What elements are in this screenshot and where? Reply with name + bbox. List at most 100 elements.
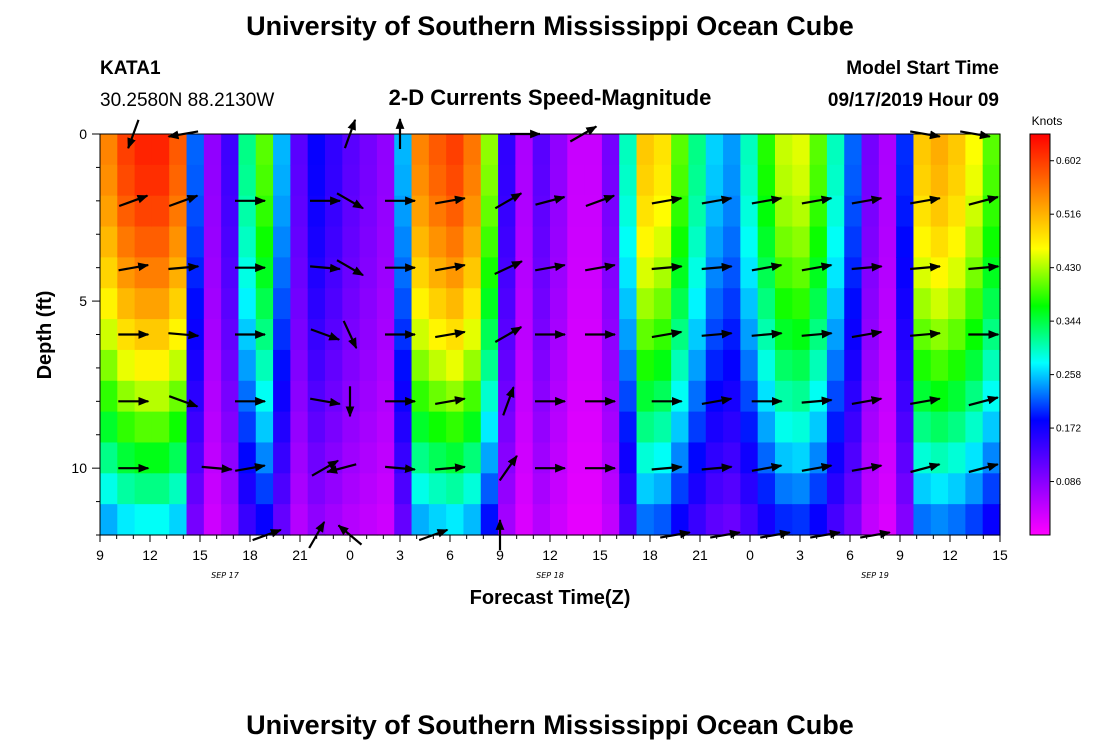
heatmap-cell [775, 473, 793, 505]
x-tick-label: 15 [592, 547, 608, 563]
heatmap-cell [619, 380, 638, 413]
y-tick-label: 5 [79, 293, 87, 309]
heatmap-cell [913, 411, 932, 444]
heatmap-cell [290, 257, 309, 289]
heatmap-cell [325, 380, 343, 413]
current-vector [801, 329, 833, 339]
heatmap-cell [255, 257, 274, 289]
heatmap-cell [151, 134, 170, 166]
heatmap-cell [740, 195, 759, 228]
heatmap-cell [896, 226, 915, 258]
heatmap-cell [740, 380, 759, 413]
heatmap-cell [480, 504, 499, 536]
heatmap-cell [567, 473, 586, 505]
heatmap-cell [757, 134, 776, 166]
y-axis: 0 5 10 [71, 126, 100, 536]
heatmap-cell [498, 349, 516, 382]
heatmap-cell [169, 257, 188, 289]
heatmap-cell [498, 164, 516, 197]
heatmap-cell [515, 349, 534, 382]
heatmap-cell [428, 226, 447, 258]
heatmap-cell [117, 442, 136, 474]
current-vector [336, 192, 364, 210]
heatmap-cell [896, 411, 915, 444]
heatmap-cell [273, 319, 291, 351]
heatmap-cell [688, 164, 707, 197]
heatmap-cell [186, 288, 205, 320]
heatmap-cell [255, 442, 274, 474]
heatmap-cell [601, 411, 620, 444]
heatmap-cell [100, 473, 118, 505]
x-tick-label: 0 [746, 547, 754, 563]
heatmap-cell [376, 195, 395, 228]
heatmap-cell [653, 195, 672, 228]
heatmap-cell [394, 473, 413, 505]
heatmap-cell [446, 411, 465, 444]
colorbar-label: 0.172 [1056, 424, 1081, 435]
heatmap-cell [636, 504, 655, 536]
heatmap-cell [100, 134, 118, 166]
heatmap-cell [532, 164, 551, 197]
heatmap-cell [515, 164, 534, 197]
heatmap-cell [688, 504, 707, 536]
heatmap-cell [601, 134, 620, 166]
x-tick-label: 9 [496, 547, 504, 563]
heatmap-cell [653, 473, 672, 505]
heatmap-cell [653, 380, 672, 413]
heatmap-cell [567, 288, 586, 320]
current-vector [701, 195, 733, 205]
current-vector [585, 262, 616, 272]
heatmap-cell [480, 257, 499, 289]
heatmap-cell [948, 195, 966, 228]
heatmap-cell [186, 226, 205, 258]
colorbar-label: 0.430 [1056, 263, 1081, 274]
heatmap-cell [567, 195, 586, 228]
heatmap-cell [671, 442, 690, 474]
heatmap-cell [844, 288, 863, 320]
heatmap-cell [359, 504, 378, 536]
heatmap-cell [411, 442, 430, 474]
heatmap-cell [671, 473, 690, 505]
heatmap-cell [688, 319, 707, 351]
heatmap-cell [463, 380, 482, 413]
x-tick-label: 0 [346, 547, 354, 563]
heatmap-cell [290, 473, 309, 505]
heatmap-cell [238, 195, 257, 228]
heatmap-cell [705, 257, 724, 289]
heatmap-cell [775, 164, 793, 197]
heatmap-cell [948, 226, 966, 258]
heatmap-cell [965, 504, 984, 536]
heatmap-cell [740, 473, 759, 505]
heatmap-cell [273, 349, 291, 382]
heatmap-cell [134, 164, 153, 197]
heatmap-cell [809, 473, 828, 505]
heatmap-cell [809, 504, 828, 536]
heatmap-cell [809, 288, 828, 320]
heatmap-cell [861, 288, 880, 320]
heatmap-cell [948, 319, 966, 351]
heatmap-cell [844, 349, 863, 382]
heatmap-cell [169, 226, 188, 258]
heatmap-cell [567, 257, 586, 289]
heatmap-cell [100, 288, 118, 320]
heatmap-cell [203, 164, 222, 197]
heatmap-cell [480, 442, 499, 474]
heatmap-cell [930, 380, 949, 413]
heatmap-cell [775, 134, 793, 166]
heatmap-cell [307, 257, 326, 289]
heatmap-cell [878, 380, 897, 413]
heatmap-cell [809, 349, 828, 382]
heatmap-cell [359, 226, 378, 258]
heatmap-cell [394, 134, 413, 166]
heatmap-cell [394, 504, 413, 536]
heatmap-cell [982, 349, 1001, 382]
heatmap-cell [948, 349, 966, 382]
heatmap-cell [307, 442, 326, 474]
heatmap-cell [844, 473, 863, 505]
heatmap-cell [221, 349, 240, 382]
heatmap-cell [532, 134, 551, 166]
heatmap-cell [307, 349, 326, 382]
current-vector [751, 462, 783, 472]
heatmap-cell [325, 473, 343, 505]
